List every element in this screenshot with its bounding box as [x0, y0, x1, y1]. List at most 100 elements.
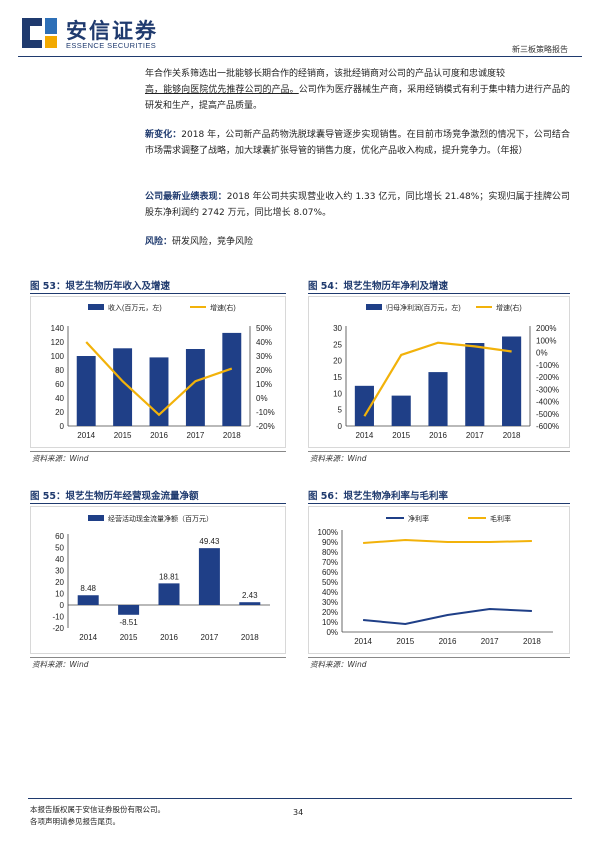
- source-note: 资料来源：Wind: [310, 660, 367, 669]
- y-axis-tick-label: 10%: [322, 618, 338, 627]
- y-axis-tick-label: 5: [338, 406, 343, 415]
- y-axis-tick-label: 30%: [322, 598, 338, 607]
- chart-frame: [308, 506, 570, 654]
- paragraph-lead: 风险：: [145, 237, 173, 247]
- x-axis-tick-label: 2017: [187, 431, 205, 440]
- bar: [113, 348, 133, 426]
- y-axis-tick-label: 0: [60, 601, 65, 610]
- y-axis-tick-label: 10: [333, 389, 342, 398]
- data-label: 2.43: [242, 591, 258, 600]
- x-axis-tick-label: 2014: [79, 633, 97, 642]
- x-axis-tick-label: 2016: [429, 431, 447, 440]
- x-axis-tick-label: 2016: [439, 637, 457, 646]
- x-axis-tick-label: 2017: [466, 431, 484, 440]
- x-axis-tick-label: 2018: [223, 431, 241, 440]
- y-axis-tick-label: 20: [55, 408, 64, 417]
- y-axis-tick-label: 100%: [318, 528, 338, 537]
- figure-title-divider: [30, 293, 286, 294]
- x-axis-tick-label: 2016: [160, 633, 178, 642]
- y-axis-tick-label: 80%: [322, 548, 338, 557]
- data-label: 18.81: [159, 572, 180, 581]
- essence-logo-icon: [22, 18, 57, 48]
- y-axis-tick-label: -10: [52, 613, 64, 622]
- y-axis-tick-label: 50: [55, 544, 64, 553]
- bar: [354, 385, 374, 426]
- paragraph-risk: 风险：研发风险，竞争风险: [145, 234, 570, 250]
- source-divider: [30, 451, 286, 452]
- y2-axis-tick-label: -100%: [536, 361, 559, 370]
- chart-frame: [30, 506, 286, 654]
- header-divider: [18, 56, 582, 57]
- gross-margin-line: [363, 538, 532, 544]
- source-note: 资料来源：Wind: [310, 454, 367, 463]
- legend-label: 毛利率: [490, 514, 511, 523]
- y-axis-tick-label: 60: [55, 532, 64, 541]
- legend-bar-swatch: [88, 515, 104, 521]
- chart-frame: [30, 296, 286, 448]
- paragraph-text: 2018 年，公司新产品药物洗脱球囊导管逐步实现销售。在目前市场竞争激烈的情况下…: [145, 130, 570, 156]
- y-axis-tick-label: 20: [55, 578, 64, 587]
- y2-axis-tick-label: 100%: [536, 336, 556, 345]
- logo-english-name: ESSENCE SECURITIES: [66, 41, 157, 50]
- figure-56-title: 图 56：垠艺生物净利率与毛利率: [308, 491, 449, 502]
- paragraph-new-changes: 新变化：2018 年，公司新产品药物洗脱球囊导管逐步实现销售。在目前市场竞争激烈…: [145, 127, 570, 159]
- bar: [239, 602, 261, 605]
- source-divider: [308, 657, 570, 658]
- x-axis-tick-label: 2015: [392, 431, 410, 440]
- y2-axis-tick-label: 0%: [536, 349, 548, 358]
- y-axis-tick-label: 60%: [322, 568, 338, 577]
- y-axis-tick-label: 0: [60, 422, 65, 431]
- growth-line: [363, 341, 512, 417]
- footer-copyright: 本报告版权属于安信证券股份有限公司。: [30, 805, 165, 814]
- x-axis-tick-label: 2014: [354, 637, 372, 646]
- y2-axis-tick-label: -400%: [536, 398, 559, 407]
- source-divider: [30, 657, 286, 658]
- page-header: 安信证券 ESSENCE SECURITIES 新三板策略报告: [0, 0, 600, 58]
- x-axis-tick-label: 2018: [503, 431, 521, 440]
- growth-line: [85, 341, 233, 417]
- x-axis-tick-label: 2016: [150, 431, 168, 440]
- y-axis-tick-label: 30: [55, 567, 64, 576]
- y-axis-tick-label: -20: [52, 624, 64, 633]
- operating-cashflow-chart: -20 -10 0 10 20 30 40 50 60 2014 2015 2016 2017 2018 经…: [30, 506, 286, 654]
- paragraph-text: 公司作为医疗器械生产商，采用经销模式有利于集中精力进行产品的研发和生产，提高产品…: [145, 85, 570, 111]
- paragraph-distribution: 年合作关系筛选出一批能够长期合作的经销商，该批经销商对公司的产品认可度和忠诚度较…: [145, 66, 570, 114]
- x-axis-tick-label: 2015: [120, 633, 138, 642]
- y2-axis-tick-label: 10%: [256, 380, 272, 389]
- y2-axis-tick-label: -200%: [536, 373, 559, 382]
- y-axis-tick-label: 10: [55, 590, 64, 599]
- y2-axis-tick-label: 20%: [256, 366, 272, 375]
- bar: [77, 595, 99, 605]
- y2-axis-tick-label: -500%: [536, 410, 559, 419]
- figure-title-divider: [308, 503, 570, 504]
- source-divider: [308, 451, 570, 452]
- paragraph-lead: 新变化：: [145, 130, 182, 140]
- y-axis-tick-label: 90%: [322, 538, 338, 547]
- y-axis-tick-label: 20%: [322, 608, 338, 617]
- legend-label: 增速(右): [210, 303, 236, 312]
- legend-label: 归母净利润(百万元，左): [386, 303, 461, 312]
- y2-axis-tick-label: -600%: [536, 422, 559, 431]
- page-number: 34: [293, 808, 304, 817]
- y-axis-tick-label: 40: [55, 394, 64, 403]
- bar: [222, 332, 242, 426]
- y-axis-tick-label: 60: [55, 380, 64, 389]
- y2-axis-tick-label: 40%: [256, 338, 272, 347]
- net-profit-growth-chart: 0 5 10 15 20 25 30 2014 2015 2016 2017 2018 归母净利润(百万…: [308, 296, 570, 448]
- y-axis-tick-label: 20: [333, 357, 342, 366]
- source-note: 资料来源：Wind: [32, 454, 89, 463]
- footer-notice: 各项声明请参见报告尾页。: [30, 817, 120, 826]
- bar: [198, 548, 220, 605]
- y-axis-tick-label: 50%: [322, 578, 338, 587]
- legend-label: 收入(百万元，左): [108, 303, 162, 312]
- paragraph-lead: 公司最新业绩表现：: [145, 192, 227, 202]
- figure-53-title: 图 53：垠艺生物历年收入及增速: [30, 281, 171, 292]
- y-axis-tick-label: 15: [333, 373, 342, 382]
- y2-axis-tick-label: -10%: [256, 408, 275, 417]
- x-axis-tick-label: 2015: [396, 637, 414, 646]
- bar: [149, 357, 169, 426]
- figure-title-divider: [30, 503, 286, 504]
- legend-bar-swatch: [366, 304, 382, 310]
- x-axis-tick-label: 2014: [356, 431, 374, 440]
- paragraph-text: 高，能够向医院优先推荐公司的产品。: [145, 85, 299, 95]
